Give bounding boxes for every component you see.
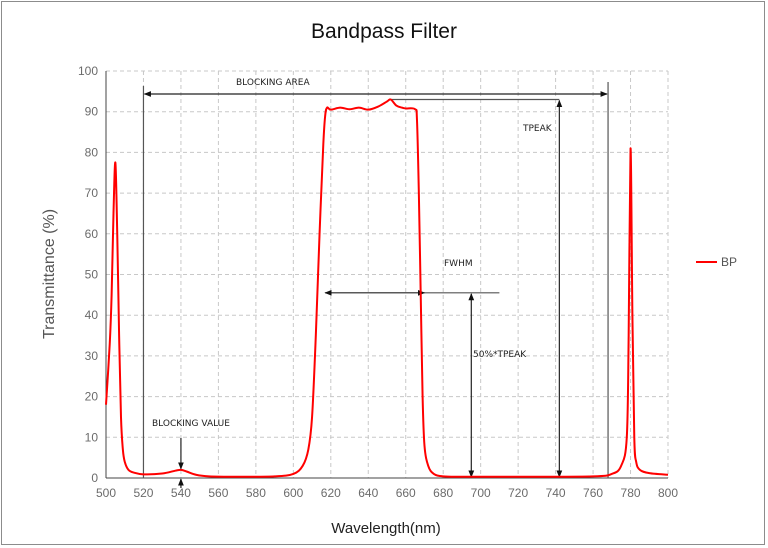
y-tick-label: 80 — [85, 145, 99, 159]
fwhm-label: FWHM — [444, 259, 473, 269]
y-tick-label: 0 — [91, 471, 98, 485]
x-tick-label: 660 — [396, 486, 416, 500]
x-tick-label: 600 — [283, 486, 303, 500]
chart-title: Bandpass Filter — [311, 20, 457, 43]
x-tick-label: 520 — [133, 486, 153, 500]
y-axis-label: Transmittance (%) — [41, 209, 58, 339]
y-tick-label: 20 — [85, 390, 99, 404]
y-tick-label: 30 — [85, 349, 99, 363]
tick-labels: 0 10 20 30 40 50 60 70 80 90 100 500 520 540 560 580 600… — [78, 64, 678, 500]
x-tick-label: 640 — [358, 486, 378, 500]
blocking-value-label: BLOCKING VALUE — [152, 419, 230, 429]
x-tick-label: 720 — [508, 486, 528, 500]
half-tpeak-label: 50%*TPEAK — [473, 350, 527, 360]
data-series — [105, 98, 669, 478]
tpeak-label: TPEAK — [522, 124, 553, 134]
x-tick-label: 560 — [208, 486, 228, 500]
legend: BP — [696, 255, 737, 269]
x-tick-label: 760 — [583, 486, 603, 500]
y-tick-label: 90 — [85, 105, 99, 119]
x-tick-label: 700 — [471, 486, 491, 500]
annotations — [142, 82, 609, 488]
blocking-area-label: BLOCKING AREA — [236, 78, 310, 88]
x-axis-label: Wavelength(nm) — [331, 520, 440, 537]
y-tick-label: 60 — [85, 227, 99, 241]
y-tick-label: 100 — [78, 64, 98, 78]
legend-label-bp: BP — [721, 255, 737, 269]
x-tick-label: 580 — [246, 486, 266, 500]
x-tick-label: 680 — [433, 486, 453, 500]
y-tick-label: 10 — [85, 430, 99, 444]
x-tick-label: 800 — [658, 486, 678, 500]
y-tick-label: 50 — [85, 268, 99, 282]
x-tick-label: 740 — [546, 486, 566, 500]
x-tick-label: 500 — [96, 486, 116, 500]
series-line-bp — [105, 98, 669, 478]
y-tick-label: 40 — [85, 308, 99, 322]
y-tick-label: 70 — [85, 186, 99, 200]
x-tick-label: 540 — [171, 486, 191, 500]
grid-lines — [106, 70, 669, 478]
x-tick-label: 780 — [621, 486, 641, 500]
x-tick-label: 620 — [321, 486, 341, 500]
axes — [105, 71, 668, 479]
